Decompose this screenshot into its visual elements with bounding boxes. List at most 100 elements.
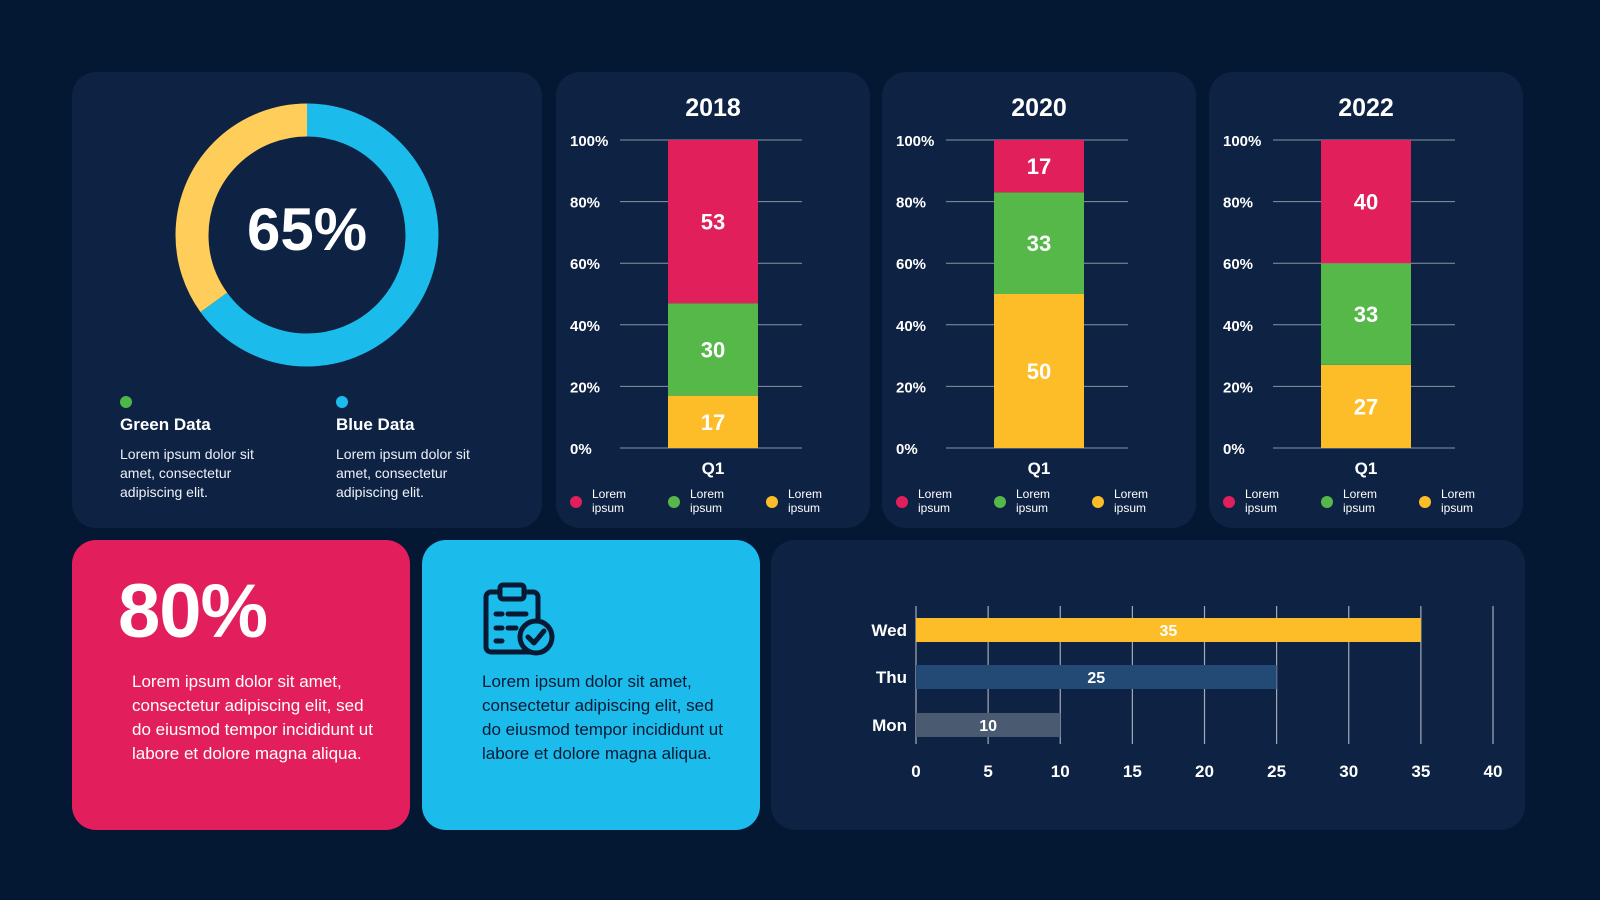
legend-dot [1223,496,1235,508]
y-tick-label: 40% [1223,318,1253,335]
stat-value: 80% [118,569,268,654]
y-tick-label: 0% [1223,441,1245,458]
y-tick-label: 100% [1223,133,1261,150]
legend-dot [1321,496,1333,508]
y-tick-label: 0% [896,441,918,458]
x-tick-label: 0 [911,762,920,781]
y-tick-label: 60% [896,256,926,273]
y-tick-label: 40% [896,318,926,335]
info-card: Lorem ipsum dolor sit amet, consectetur … [422,540,760,830]
legend-label: Lorem ipsum [1114,487,1148,515]
data-label: 25 [1087,670,1105,687]
legend-label: Lorem ipsum [1343,487,1377,515]
stacked-chart-panel: 2022 0% 20% 40% 60% 80% 100% 27 33 40 Q1 Lorem ipsum… [1209,72,1523,528]
legend-dot-green [120,396,132,408]
y-tick-label: 80% [570,195,600,212]
legend-dot [896,496,908,508]
chart-title: 2020 [1011,94,1067,122]
y-tick-label: 20% [1223,379,1253,396]
x-category-label: Q1 [1355,459,1378,478]
data-label: 40 [1354,190,1378,215]
y-tick-label: 100% [896,133,934,150]
data-label: 17 [701,410,725,435]
legend-label: Lorem ipsum [1245,487,1279,515]
chart-title: 2018 [685,94,741,122]
legend-green-data: Green Data Lorem ipsum dolor sit amet, c… [72,396,254,502]
data-label: 33 [1354,302,1378,327]
legend-dot [994,496,1006,508]
bar-segment [994,140,1084,193]
y-tick-label: 100% [570,133,608,150]
y-category-label: Thu [876,668,907,687]
donut-center-label: 65% [247,196,367,263]
data-label: 10 [979,718,997,735]
data-label: 30 [701,337,725,362]
data-label: 33 [1027,231,1051,256]
legend-blue-data: Blue Data Lorem ipsum dolor sit amet, co… [288,396,470,502]
legend-label: Lorem ipsum [788,487,822,515]
donut-chart: 65% [175,103,439,367]
data-label: 35 [1160,623,1178,640]
bar-segment [994,294,1084,448]
x-tick-label: 10 [1051,762,1070,781]
donut-slice-0 [175,103,439,367]
y-tick-label: 20% [896,379,926,396]
bar-segment [1321,140,1411,264]
legend-desc-blue: Lorem ipsum dolor sit amet, consectetur … [336,446,470,500]
legend-label: Lorem ipsum [1016,487,1050,515]
x-category-label: Q1 [702,459,725,478]
stacked-bar-chart: 2018 0% 20% 40% 60% 80% 100% 17 30 53 Q1 Lorem ipsum… [570,94,822,515]
data-label: 50 [1027,359,1051,384]
x-tick-label: 15 [1123,762,1142,781]
donut-panel: 65% Green Data Lorem ipsum dolor sit ame… [72,72,542,528]
bar-segment [1321,364,1411,448]
legend-dot [766,496,778,508]
x-tick-label: 25 [1267,762,1286,781]
x-tick-label: 30 [1339,762,1358,781]
bar-segment [1321,263,1411,365]
y-category-label: Mon [872,716,907,735]
bar-segment [668,303,758,396]
stat-card: 80% Lorem ipsum dolor sit amet, consecte… [72,540,410,830]
clipboard-check-icon [483,582,555,656]
y-tick-label: 80% [896,195,926,212]
y-tick-label: 20% [570,379,600,396]
legend-dot [1092,496,1104,508]
y-tick-label: 60% [570,256,600,273]
bar [916,618,1421,642]
bar-segment [668,395,758,448]
legend-desc-green: Lorem ipsum dolor sit amet, consectetur … [120,446,254,500]
stat-description: Lorem ipsum dolor sit amet, consectetur … [132,672,373,763]
legend-label: Lorem ipsum [918,487,952,515]
x-tick-label: 20 [1195,762,1214,781]
data-label: 17 [1027,154,1051,179]
legend-title-green: Green Data [120,415,211,434]
bar-segment [668,140,758,304]
legend-dot [1419,496,1431,508]
stacked-chart-panel: 2018 0% 20% 40% 60% 80% 100% 17 30 53 Q1 Lorem ipsum… [556,72,870,528]
legend-label: Lorem ipsum [592,487,626,515]
x-tick-label: 5 [983,762,992,781]
stacked-chart-panel: 2020 0% 20% 40% 60% 80% 100% 50 33 17 Q1 Lorem ipsum… [882,72,1196,528]
bar [916,665,1277,689]
info-description: Lorem ipsum dolor sit amet, consectetur … [482,672,723,763]
data-label: 53 [701,210,725,235]
y-tick-label: 0% [570,441,592,458]
legend-label: Lorem ipsum [1441,487,1475,515]
bar [916,713,1061,737]
horizontal-bar-panel: 0 5 10 15 20 25 30 35 40 Wed 35 Thu 25 Mon 10 [771,540,1525,830]
legend-dot [570,496,582,508]
x-category-label: Q1 [1028,459,1051,478]
legend-label: Lorem ipsum [690,487,724,515]
y-tick-label: 60% [1223,256,1253,273]
stacked-bar-chart: 2022 0% 20% 40% 60% 80% 100% 27 33 40 Q1 Lorem ipsum… [1223,94,1475,515]
horizontal-bar-chart: 0 5 10 15 20 25 30 35 40 Wed 35 Thu 25 Mon 10 [871,606,1502,781]
legend-dot-blue [336,396,348,408]
data-label: 27 [1354,394,1378,419]
x-tick-label: 35 [1411,762,1430,781]
stacked-bar-chart: 2020 0% 20% 40% 60% 80% 100% 50 33 17 Q1 Lorem ipsum… [896,94,1148,515]
y-tick-label: 80% [1223,195,1253,212]
y-tick-label: 40% [570,318,600,335]
y-category-label: Wed [871,621,907,640]
legend-dot [668,496,680,508]
